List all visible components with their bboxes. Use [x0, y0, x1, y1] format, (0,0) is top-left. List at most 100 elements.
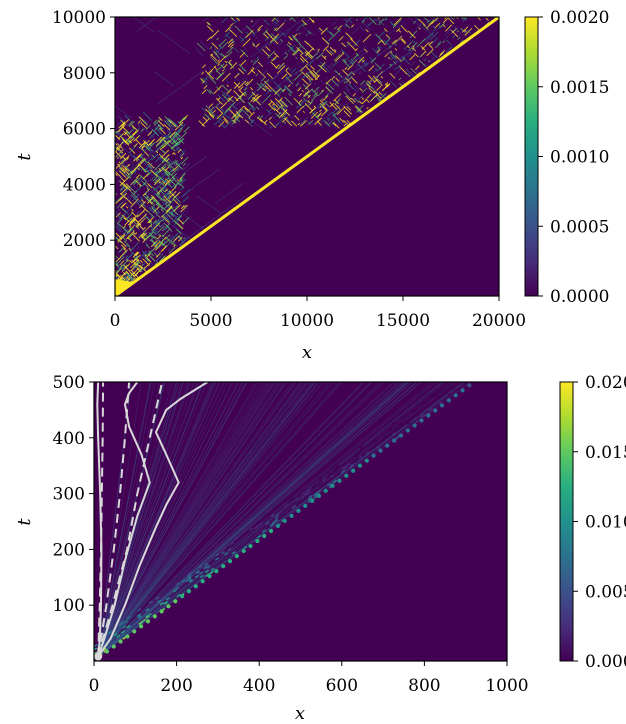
speckle-mark — [145, 216, 153, 224]
speckle-mark — [313, 86, 320, 93]
speckle-mark — [149, 175, 156, 182]
speckle-mark — [244, 119, 250, 124]
front-bead — [166, 604, 171, 609]
speckle-mark — [332, 20, 338, 26]
speckle-mark — [365, 98, 370, 103]
speckle-mark — [220, 102, 228, 109]
speckle-mark — [227, 115, 236, 124]
band-mark — [291, 505, 297, 509]
speckle-mark — [282, 50, 288, 56]
speckle-mark — [115, 205, 121, 212]
speckle-mark — [247, 67, 255, 76]
front-bead — [453, 393, 458, 398]
speckle-mark — [141, 235, 148, 241]
speckle-mark — [220, 90, 227, 97]
band-mark — [231, 550, 236, 555]
band-mark — [434, 391, 440, 395]
speckle-mark — [250, 60, 253, 63]
speckle-mark — [374, 47, 381, 53]
speckle-mark — [361, 99, 367, 105]
ray-mark — [97, 382, 274, 657]
speckle-mark — [238, 64, 247, 72]
speckle-mark — [173, 244, 176, 248]
speckle-mark — [150, 240, 158, 248]
speckle-mark — [407, 48, 411, 52]
speckle-mark — [320, 117, 326, 123]
speckle-mark — [436, 40, 442, 45]
speckle-mark — [117, 125, 126, 133]
band-mark — [313, 483, 318, 488]
speckle-mark — [385, 38, 391, 43]
speckle-mark — [342, 50, 346, 54]
speckle-mark — [174, 121, 184, 131]
speckle-mark — [383, 28, 388, 33]
speckle-mark — [166, 158, 170, 162]
speckle-mark — [126, 216, 130, 220]
speckle-mark — [373, 79, 378, 83]
speckle-mark — [343, 115, 347, 118]
speckle-mark — [120, 213, 126, 220]
speckle-mark — [308, 101, 313, 106]
speckle-mark — [296, 85, 302, 91]
speckle-mark — [149, 142, 153, 147]
speckle-mark — [426, 48, 434, 57]
band-mark — [261, 529, 267, 533]
speckle-mark — [119, 152, 127, 160]
speckle-mark — [142, 202, 145, 205]
speckle-mark — [460, 27, 466, 33]
ray-mark — [97, 382, 287, 657]
speckle-mark — [390, 80, 397, 88]
speckle-mark — [428, 40, 433, 45]
speckle-mark — [238, 89, 246, 97]
speckle-mark — [231, 115, 241, 125]
speckle-mark — [299, 52, 304, 56]
speckle-mark — [325, 86, 334, 95]
speckle-mark — [283, 117, 293, 127]
front-bead — [241, 548, 246, 554]
speckle-mark — [152, 242, 157, 248]
speckle-mark — [171, 183, 176, 189]
ray-mark — [97, 382, 303, 657]
speckle-mark — [314, 117, 323, 126]
speckle-mark — [280, 125, 283, 128]
speckle-mark — [157, 241, 166, 250]
speckle-mark — [158, 233, 161, 237]
speckle-mark — [147, 216, 154, 224]
speckle-mark — [235, 17, 240, 22]
speckle-mark — [175, 204, 180, 208]
speckle-mark — [155, 136, 163, 143]
front-bead — [419, 418, 424, 423]
y-tick-label: 2000 — [63, 231, 106, 251]
streak-mark — [250, 17, 305, 58]
speckle-mark — [263, 19, 270, 26]
front-bead — [262, 533, 267, 539]
speckle-mark — [460, 17, 464, 20]
ray-mark — [97, 382, 316, 657]
speckle-mark — [176, 194, 179, 198]
band-mark — [353, 453, 359, 458]
origin-point — [94, 652, 103, 661]
speckle-mark — [121, 244, 127, 250]
speckle-mark — [305, 47, 314, 57]
speckle-mark — [343, 110, 351, 118]
speckle-mark — [322, 100, 328, 106]
speckle-mark — [152, 211, 161, 219]
speckle-mark — [344, 87, 352, 95]
ray-mark — [97, 382, 151, 657]
speckle-mark — [168, 132, 174, 139]
speckle-mark — [170, 119, 178, 128]
front-bead — [207, 574, 212, 579]
speckle-mark — [343, 17, 353, 26]
speckle-mark — [127, 217, 136, 226]
top-y-ticks: 2000 4000 6000 8000 10000 — [52, 8, 115, 251]
band-mark — [318, 476, 323, 481]
ray-mark — [97, 382, 263, 657]
band-mark — [159, 601, 164, 606]
colorbar-tick-label: 0.0005 — [550, 217, 609, 237]
speckle-mark — [424, 63, 428, 67]
ray-mark — [97, 382, 443, 657]
front-bead — [385, 443, 390, 448]
speckle-mark — [220, 64, 226, 70]
speckle-mark — [361, 97, 365, 100]
